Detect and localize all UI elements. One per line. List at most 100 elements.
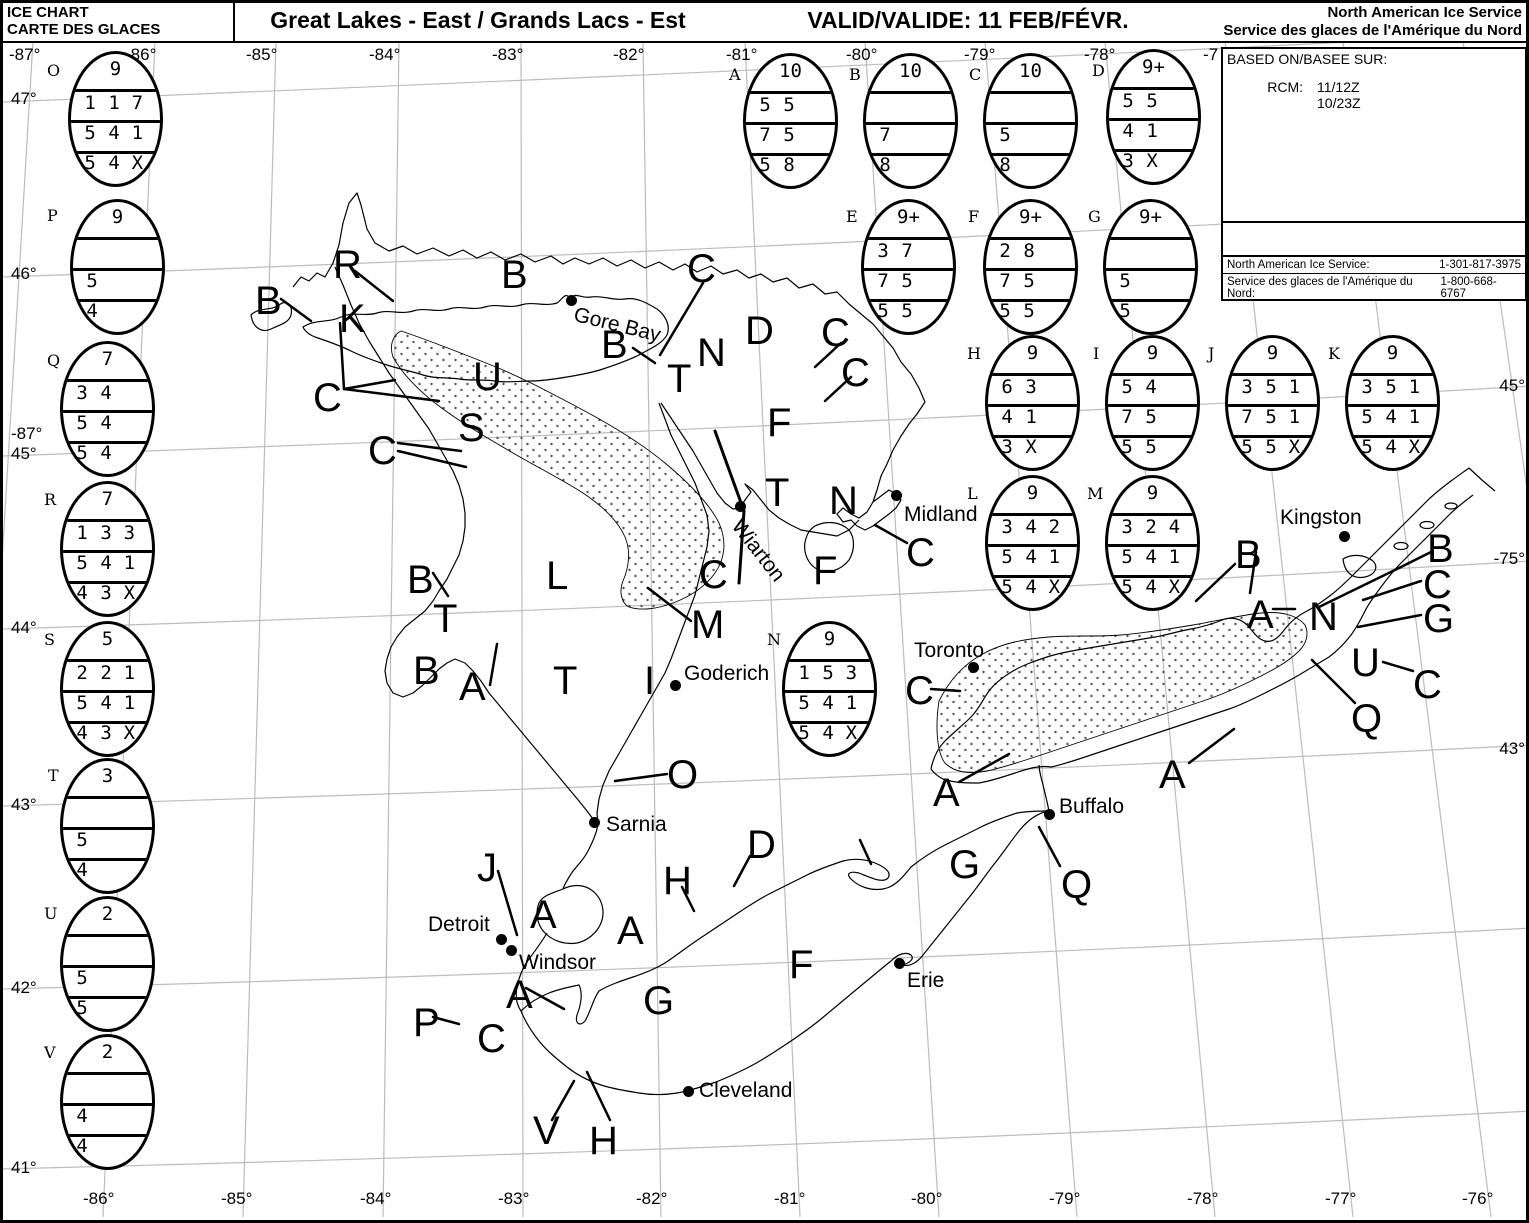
leader-line [1194, 562, 1237, 603]
zone-label-C: C [699, 553, 728, 597]
zone-label-C: C [905, 669, 934, 713]
egg-value: 1 [76, 522, 88, 544]
egg-value: 5 [76, 412, 88, 434]
chart-type-en: ICE CHART [7, 4, 89, 21]
city-label-sarnia: Sarnia [606, 813, 667, 836]
left-axis-tick: 42° [11, 978, 37, 997]
egg-code-D: 9+ 5 5 4 1 3 X [1106, 49, 1201, 185]
egg-divider [1348, 373, 1437, 376]
source-name: RCM: [1267, 79, 1303, 95]
zone-label-N: N [1309, 595, 1338, 639]
egg-divider [988, 404, 1077, 407]
egg-value: X [1025, 436, 1037, 458]
bottom-axis-tick: -77° [1325, 1189, 1357, 1208]
egg-divider [988, 435, 1077, 438]
egg-divider [1228, 404, 1317, 407]
egg-code-E: 9+ 3 7 7 5 5 5 [861, 199, 956, 335]
egg-divider [1109, 87, 1198, 90]
egg-divider [988, 513, 1077, 516]
egg-total-concentration: 2 [101, 903, 114, 925]
egg-ellipse: 9+ 2 8 7 5 5 5 [983, 199, 1078, 335]
leader-line [631, 346, 657, 365]
egg-value: 5 [901, 270, 913, 292]
zone-label-B: B [601, 323, 628, 367]
egg-code-A: 10 5 5 7 5 5 8 [743, 53, 838, 189]
egg-value: 3 [123, 522, 136, 544]
valid-date: VALID/VALIDE: 11 FEB/FÉVR. [807, 7, 1129, 33]
egg-value: 5 [1023, 300, 1035, 322]
egg-total-concentration: 7 [101, 488, 114, 510]
egg-value: 5 [1145, 436, 1157, 458]
city-dot-windsor [506, 945, 517, 956]
zone-label-N: N [697, 331, 726, 375]
zone-label-R: R [333, 243, 362, 287]
egg-value: 5 [76, 967, 88, 989]
leader-line [823, 375, 853, 403]
top-axis-tick: -87° [9, 45, 41, 64]
egg-value: 4 [76, 1135, 88, 1157]
egg-divider [1108, 373, 1197, 376]
city-label-detroit: Detroit [428, 913, 490, 936]
left-axis-tick: 44° [11, 618, 37, 637]
egg-letter-T: T [48, 766, 59, 785]
egg-value: 5 [759, 154, 771, 176]
based-on-box: BASED ON/BASEE SUR: RCM: 11/12Z 10/23Z N… [1221, 47, 1526, 301]
zone-label-Q: Q [1061, 863, 1093, 907]
leader-line [396, 441, 463, 453]
egg-divider [866, 91, 955, 94]
egg-code-C: 10 5 8 [983, 53, 1078, 189]
top-axis-tick: -82° [613, 45, 645, 64]
egg-value: 1 [1408, 376, 1421, 398]
city-dot-detroit [496, 934, 507, 945]
egg-value: 4 [100, 552, 112, 574]
zone-label-B: B [413, 649, 440, 693]
city-label-buffalo: Buffalo [1059, 795, 1124, 818]
egg-value: 4 [822, 692, 834, 714]
egg-value: 5 [1145, 406, 1157, 428]
egg-ellipse: 10 5 8 [983, 53, 1078, 189]
egg-divider [986, 237, 1075, 240]
egg-value: 4 [1145, 576, 1157, 598]
egg-value: 4 [100, 442, 112, 464]
city-dot-cleveland [683, 1086, 694, 1097]
egg-divider [63, 1134, 152, 1137]
egg-value: 5 [76, 442, 88, 464]
egg-value: 4 [1122, 120, 1134, 142]
egg-value: 4 [76, 859, 88, 881]
egg-value: 3 [1241, 376, 1253, 398]
leader-line [550, 1079, 576, 1122]
huron-ice-area [390, 330, 725, 610]
zone-label-U: U [473, 355, 502, 399]
egg-value: X [1168, 576, 1181, 598]
leader-line [1381, 660, 1415, 673]
egg-value: 5 [84, 122, 96, 144]
egg-value: 1 [123, 692, 136, 714]
leader-line [1187, 727, 1236, 765]
egg-value: 2 [1048, 516, 1061, 538]
agency-name-en: North American Ice Service [1327, 4, 1522, 21]
egg-value: 7 [1241, 406, 1253, 428]
egg-divider [988, 575, 1077, 578]
egg-total-concentration: 5 [101, 628, 114, 650]
egg-value: 5 [1023, 270, 1035, 292]
egg-value: 5 [1361, 406, 1373, 428]
egg-divider [785, 659, 874, 662]
egg-value: 2 [1145, 516, 1157, 538]
egg-value: 3 [1361, 376, 1373, 398]
egg-total-concentration: 9 [1146, 482, 1159, 504]
egg-divider [986, 268, 1075, 271]
egg-divider [63, 858, 152, 861]
zone-label-G: G [643, 979, 675, 1023]
zone-label-G: G [949, 843, 981, 887]
egg-divider [1228, 435, 1317, 438]
source-time-2: 10/23Z [1317, 95, 1361, 111]
egg-divider [63, 1072, 152, 1075]
egg-value: 1 [1146, 120, 1158, 142]
egg-value: 5 [76, 829, 88, 851]
zone-label-C: C [368, 429, 397, 473]
